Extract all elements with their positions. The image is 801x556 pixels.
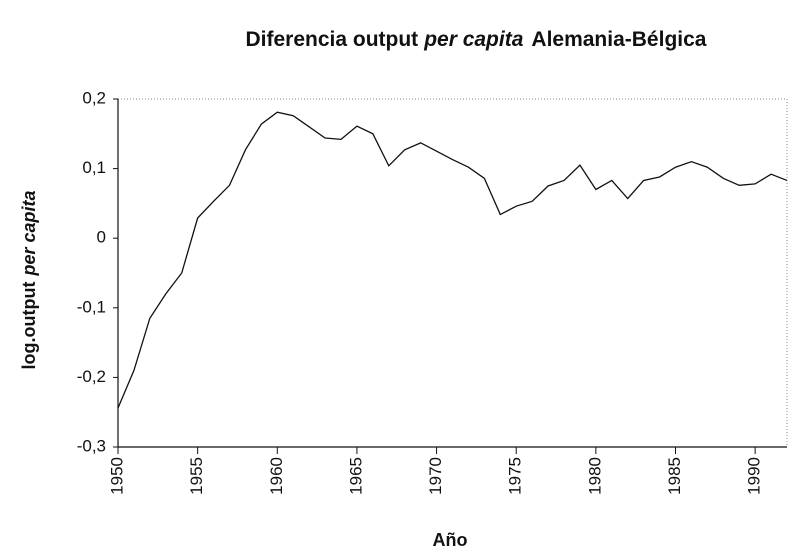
- y-axis-title: log.output per capita: [19, 190, 39, 369]
- y-title-part: per capita: [19, 190, 39, 276]
- plot-frame: [117, 98, 788, 448]
- y-tick-label: 0,1: [82, 158, 106, 177]
- y-tick-label: 0: [97, 228, 106, 247]
- x-tick-label: 1955: [187, 457, 206, 495]
- y-tick-label: -0,3: [77, 436, 106, 455]
- x-axis-title: Año: [433, 530, 468, 550]
- x-tick-label: 1985: [665, 457, 684, 495]
- x-tick-label: 1970: [426, 457, 445, 495]
- x-tick-label: 1965: [346, 457, 365, 495]
- chart-title: Diferencia output per capita Alemania-Bélg…: [246, 28, 707, 51]
- x-tick-label: 1975: [506, 457, 525, 495]
- data-line: [117, 111, 788, 409]
- title-part: Diferencia output: [246, 28, 419, 51]
- title-part: per capita: [423, 28, 524, 51]
- y-tick-label: -0,2: [77, 367, 106, 386]
- y-tick-label: -0,1: [77, 297, 106, 316]
- x-tick-label: 1950: [107, 457, 126, 495]
- x-tick-label: 1960: [267, 457, 286, 495]
- x-tick-label: 1980: [585, 457, 604, 495]
- y-tick-label: 0,2: [82, 88, 106, 107]
- x-tick-label: 1990: [745, 457, 764, 495]
- y-title-part: log.output: [19, 282, 39, 370]
- title-part: Alemania-Bélgica: [531, 28, 706, 51]
